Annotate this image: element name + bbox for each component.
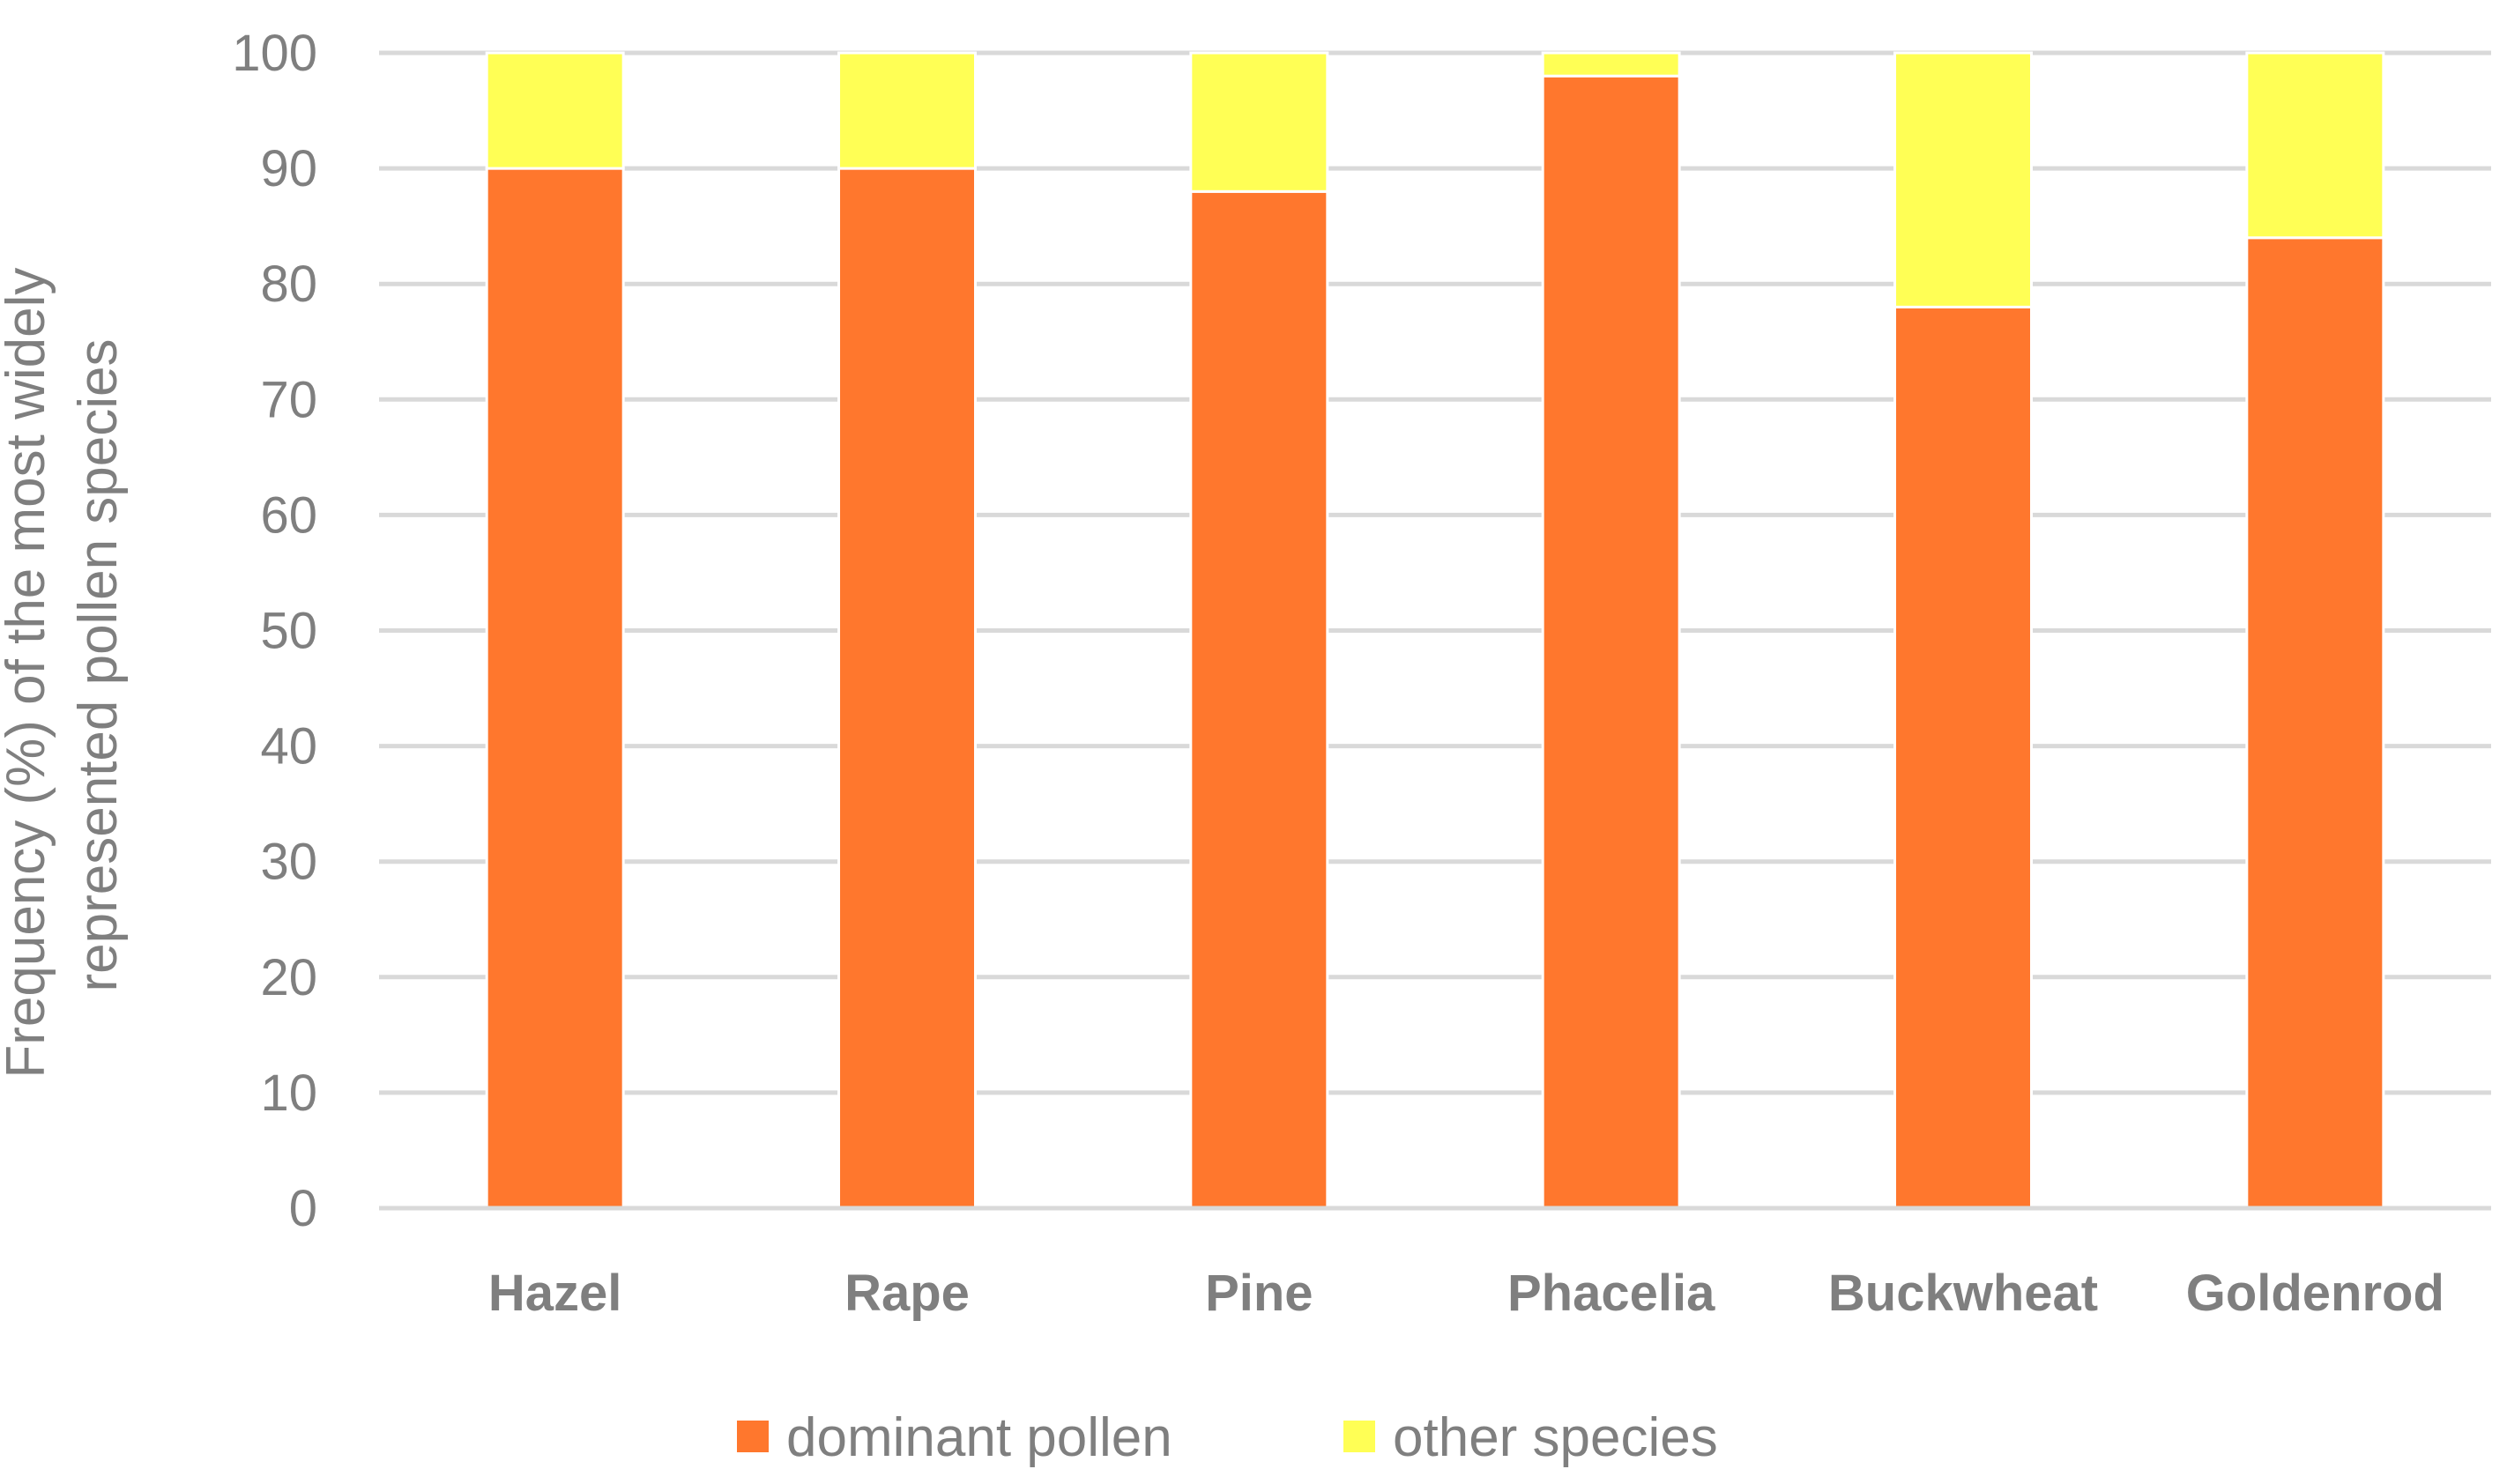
legend: dominant pollen other species [737, 1407, 1718, 1468]
y-tick-label: 100 [232, 25, 317, 82]
y-axis-title: Frequency (%) of the most widely represe… [0, 252, 129, 1078]
bars [379, 51, 2491, 1211]
bar-goldenrod-dominant-pollen [2245, 236, 2385, 1210]
x-category-label: Buckwheat [1828, 1265, 2098, 1322]
y-tick-label: 60 [260, 486, 317, 544]
legend-label-dominant-pollen: dominant pollen [786, 1407, 1172, 1468]
bar-phacelia-other-species [1541, 51, 1681, 78]
y-tick-label: 0 [289, 1180, 317, 1237]
y-axis-title-line-2: represented pollen species [68, 338, 129, 991]
bar-phacelia-dominant-pollen [1541, 74, 1681, 1210]
legend-swatch-other-species [1343, 1421, 1375, 1452]
bar-hazel-other-species [485, 51, 625, 170]
bar-goldenrod-other-species [2245, 51, 2385, 240]
x-category-label: Hazel [488, 1265, 622, 1322]
bar-pine-other-species [1189, 51, 1329, 193]
x-category-label: Goldenrod [2186, 1265, 2444, 1322]
y-tick-label: 30 [260, 834, 317, 891]
legend-swatch-dominant-pollen [737, 1421, 769, 1452]
y-tick-label: 70 [260, 371, 317, 428]
bar-pine-dominant-pollen [1189, 189, 1329, 1210]
y-tick-label: 40 [260, 718, 317, 775]
bar-hazel-dominant-pollen [485, 167, 625, 1210]
x-category-label: Phacelia [1507, 1265, 1715, 1322]
x-category-label: Pine [1205, 1265, 1313, 1322]
gridlines [379, 50, 2491, 1211]
y-tick-label: 90 [260, 140, 317, 197]
bar-buckwheat-other-species [1893, 51, 2033, 308]
legend-label-other-species: other species [1393, 1407, 1718, 1468]
x-category-label: Rape [844, 1265, 970, 1322]
x-axis-categories: Hazel Rape Pine Phacelia Buckwheat Goldenrod [488, 1265, 2444, 1322]
y-axis-ticks: 0 10 20 30 40 50 60 70 80 90 100 [232, 25, 317, 1237]
bar-rape-other-species [837, 51, 977, 170]
y-tick-label: 50 [260, 603, 317, 660]
bar-buckwheat-dominant-pollen [1893, 305, 2033, 1210]
y-tick-label: 80 [260, 256, 317, 313]
y-tick-label: 20 [260, 949, 317, 1006]
bar-rape-dominant-pollen [837, 167, 977, 1210]
y-axis-title-line-1: Frequency (%) of the most widely [0, 268, 56, 1079]
y-tick-label: 10 [260, 1065, 317, 1122]
